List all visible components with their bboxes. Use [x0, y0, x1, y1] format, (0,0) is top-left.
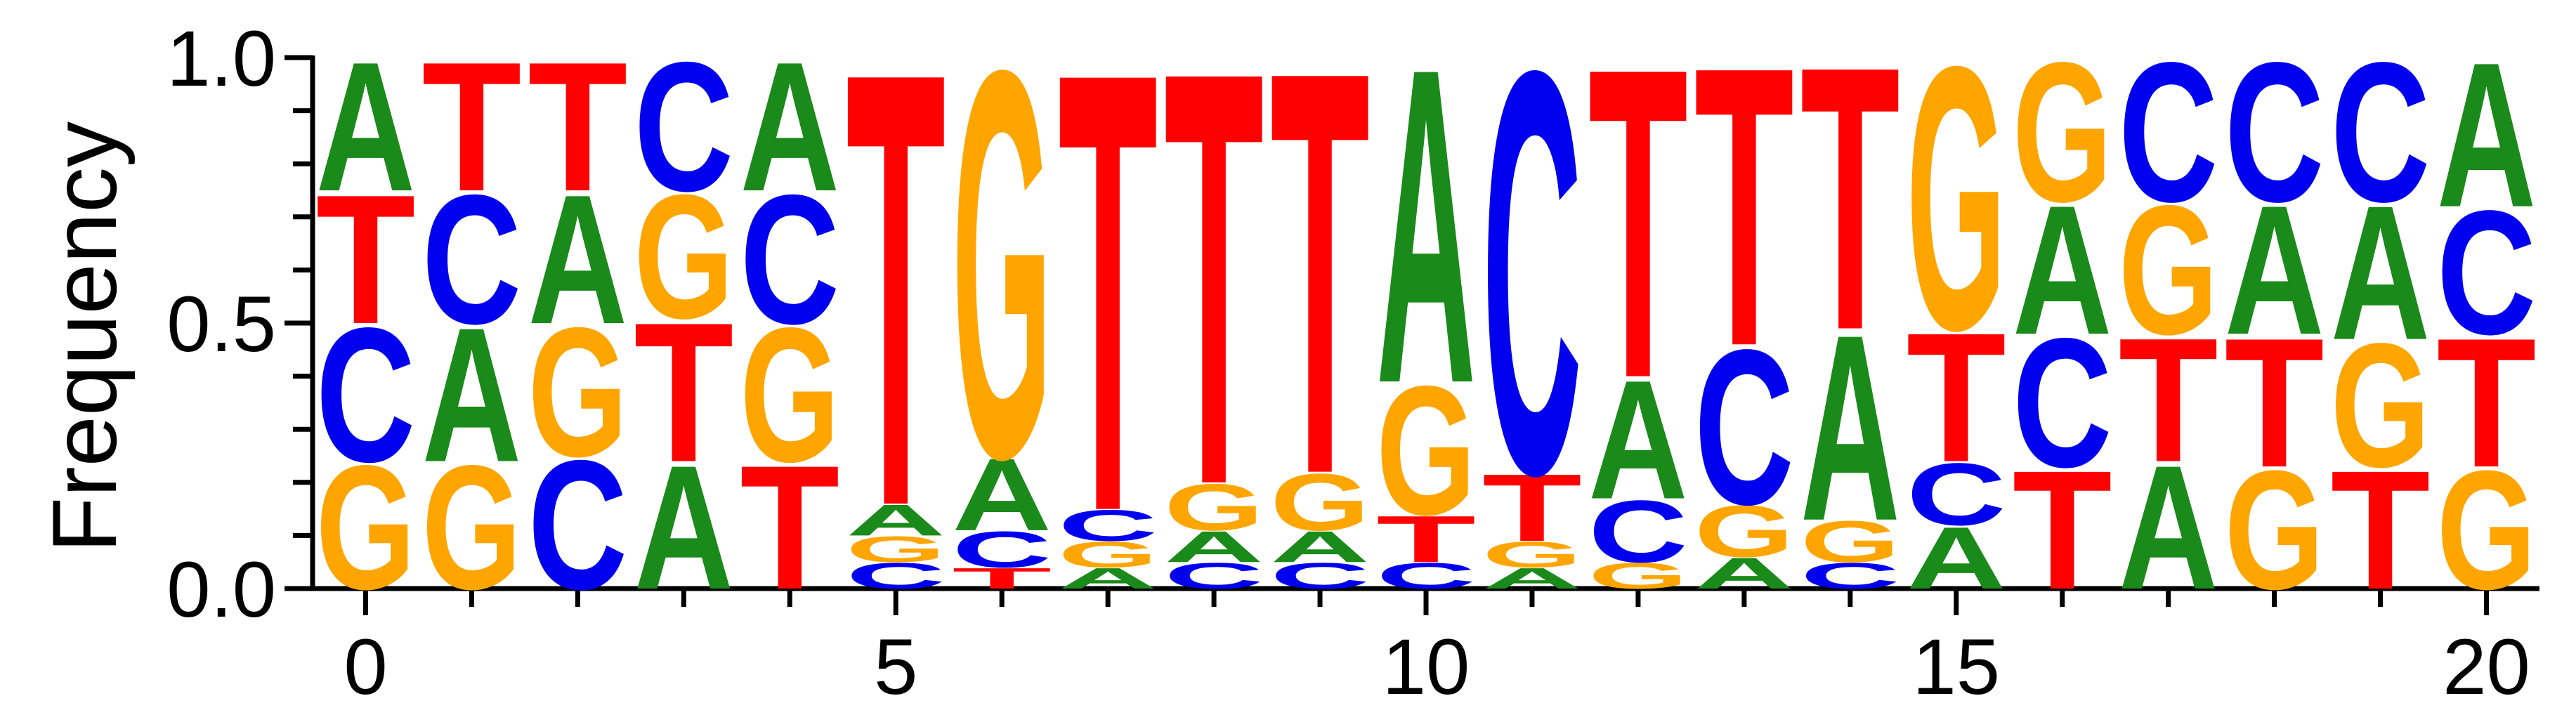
logo-letter-T: T [316, 157, 416, 362]
y-axis-title: Frequency [33, 122, 136, 553]
logo-letter-A: A [2119, 428, 2218, 626]
logo-letter-G: G [1270, 457, 1370, 548]
logo-letter-G: G [2331, 306, 2431, 504]
logo-letter-A: A [316, 24, 416, 230]
logo-letter-A: A [1376, 0, 1476, 478]
logo-letter-G: G [1164, 470, 1264, 544]
logo-letter-T: T [634, 280, 733, 503]
logo-letter-A: A [1270, 522, 1370, 571]
logo-letter-G: G [2119, 166, 2218, 373]
logo-letter-T: T [952, 562, 1052, 595]
logo-letter-T: T [1800, 0, 1900, 409]
logo-letter-G: G [1800, 508, 1900, 575]
logo-letter-G: G [1694, 490, 1794, 572]
logo-letter-A: A [421, 289, 521, 502]
logo-letter-A: A [952, 437, 1052, 552]
logo-letter-A: A [528, 157, 627, 362]
logo-letter-C: C [952, 521, 1052, 579]
logo-letter-T: T [1907, 294, 2006, 500]
logo-letter-A: A [2013, 167, 2112, 373]
logo-letter-A: A [1694, 549, 1794, 598]
logo-letter-A: A [1482, 562, 1582, 595]
logo-letter-G: G [316, 428, 416, 626]
logo-letter-C: C [1588, 482, 1688, 580]
logo-letter-T: T [2437, 300, 2537, 506]
logo-letter-G: G [421, 428, 521, 626]
logo-letter-C: C [1270, 556, 1370, 596]
logo-letter-G: G [740, 289, 839, 503]
logo-letter-C: C [316, 289, 416, 502]
logo-letter-G: G [1058, 534, 1158, 575]
logo-letter-C: C [2119, 20, 2218, 243]
logo-letter-C: C [528, 422, 627, 628]
logo-letter-C: C [846, 556, 946, 596]
logo-letter-C: C [2013, 300, 2112, 506]
y-tick-label: 1.0 [166, 15, 276, 103]
logo-letter-T: T [1058, 0, 1158, 643]
logo-letter-A: A [846, 495, 946, 544]
logo-letter-T: T [421, 24, 521, 230]
logo-letter-T: T [2119, 302, 2218, 499]
logo-letter-C: C [2331, 20, 2431, 243]
logo-letter-G: G [846, 529, 946, 570]
logo-letter-G: G [1482, 534, 1582, 575]
logo-letter-A: A [1907, 508, 2006, 607]
logo-letter-T: T [528, 24, 627, 230]
logo-letter-T: T [2331, 436, 2431, 625]
logo-letter-T: T [2013, 436, 2112, 625]
axes: 0.0 0.5 1.0 0 5 10 15 20 [166, 15, 2539, 711]
logo-letter-T: T [2225, 300, 2325, 506]
logo-letter-C: C [421, 157, 521, 362]
logo-letter-A: A [1164, 522, 1264, 571]
x-tick-label: 10 [1382, 623, 1470, 711]
logo-letter-A: A [634, 428, 733, 626]
logo-letter-T: T [1376, 501, 1476, 576]
logo-letter-T: T [1164, 0, 1264, 608]
logo-letter-C: C [1694, 303, 1794, 551]
logo-letter-C: C [740, 157, 839, 362]
logo-letter-T: T [1482, 454, 1582, 561]
logo-letter-G: G [1376, 347, 1476, 553]
logo-letter-G: G [952, 0, 1052, 574]
logo-letter-G: G [2225, 435, 2325, 625]
x-tick-label: 20 [2443, 623, 2530, 711]
logo-letter-C: C [1058, 501, 1158, 550]
logo-letter-C: C [2225, 20, 2325, 243]
logo-letter-C: C [1482, 0, 1582, 594]
logo-letter-G: G [1588, 556, 1688, 597]
y-tick-label: 0.0 [166, 546, 276, 634]
logo-letter-T: T [1270, 0, 1370, 594]
logo-letter-C: C [634, 24, 733, 230]
logo-letter-G: G [528, 289, 627, 495]
logo-letter-T: T [1694, 0, 1794, 429]
x-tick-label: 5 [874, 623, 917, 711]
logo-letter-T: T [1588, 0, 1688, 471]
logo-letter-C: C [1164, 556, 1264, 596]
logo-letter-T: T [740, 429, 839, 626]
logo-letter-C: C [1907, 445, 2006, 544]
logo-letter-A: A [2225, 167, 2325, 373]
logo-letter-G: G [634, 157, 733, 355]
logo-letter-T: T [846, 0, 946, 635]
x-tick-label: 0 [344, 623, 387, 711]
y-tick-label: 0.5 [166, 280, 276, 368]
logo-letter-G: G [2013, 20, 2112, 244]
logo-letter-A: A [1800, 279, 1900, 576]
logo-letter-C: C [2437, 173, 2537, 371]
x-tick-label: 15 [1912, 623, 2000, 711]
logo-letter-G: G [1907, 0, 2006, 408]
logo-letter-A: A [2437, 20, 2537, 250]
logo-letter-A: A [1588, 345, 1688, 534]
logo-letter-A: A [740, 24, 839, 230]
logo-letter-G: G [2437, 435, 2537, 625]
logo-letter-A: A [2331, 166, 2431, 380]
logo-letter-C: C [1376, 556, 1476, 596]
logo-letter-C: C [1800, 556, 1900, 596]
logo-letter-A: A [1058, 562, 1158, 595]
